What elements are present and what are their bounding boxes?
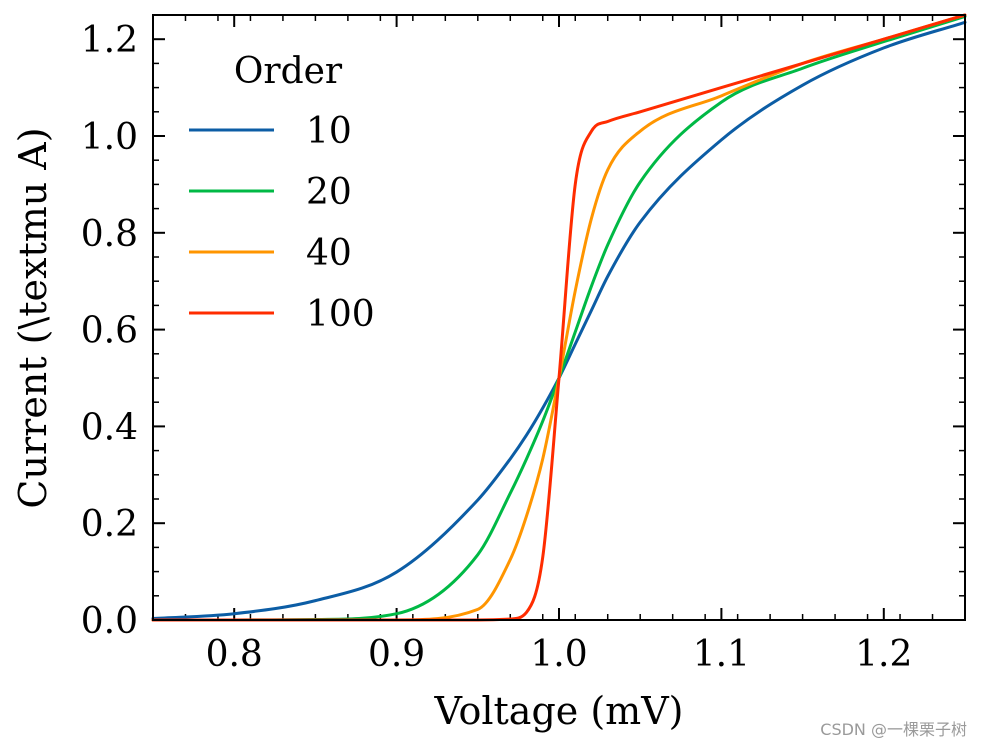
y-tick-label: 0.2 (81, 504, 138, 545)
legend-label-100: 100 (306, 294, 375, 335)
legend-label-20: 20 (306, 172, 352, 213)
series-line-order-40 (151, 13, 967, 622)
series-line-order-100 (151, 13, 967, 622)
legend-title: Order (234, 51, 343, 92)
x-tick-label: 1.0 (530, 634, 587, 675)
watermark: CSDN @一棵栗子树 (820, 720, 967, 739)
x-tick-label: 0.8 (206, 634, 263, 675)
tick-labels: 0.8 0.9 1.0 1.1 1.2 0.0 0.2 0.4 0.6 0.8 1.0 1.2 (81, 20, 913, 675)
y-tick-label: 0.4 (81, 407, 138, 448)
x-tick-label: 1.2 (855, 634, 912, 675)
series-line-order-10 (151, 20, 967, 621)
y-axis-label: Current (\textmu A) (11, 127, 55, 508)
axis-ticks (152, 14, 966, 621)
x-axis-label: Voltage (mV) (434, 689, 684, 733)
y-tick-label: 1.2 (81, 20, 138, 61)
y-tick-label: 0.6 (81, 311, 138, 352)
y-tick-label: 1.0 (81, 117, 138, 158)
legend-label-10: 10 (306, 111, 352, 152)
legend-entries: 10 20 40 100 (189, 111, 375, 335)
series-lines (151, 13, 967, 622)
plot-frame (152, 14, 966, 621)
series-line-order-20 (151, 14, 967, 622)
x-tick-label: 1.1 (693, 634, 750, 675)
y-tick-label: 0.0 (81, 601, 138, 642)
legend: Order 10 20 40 100 (189, 51, 375, 335)
x-tick-label: 0.9 (368, 634, 425, 675)
legend-label-40: 40 (306, 233, 352, 274)
y-tick-label: 0.8 (81, 214, 138, 255)
